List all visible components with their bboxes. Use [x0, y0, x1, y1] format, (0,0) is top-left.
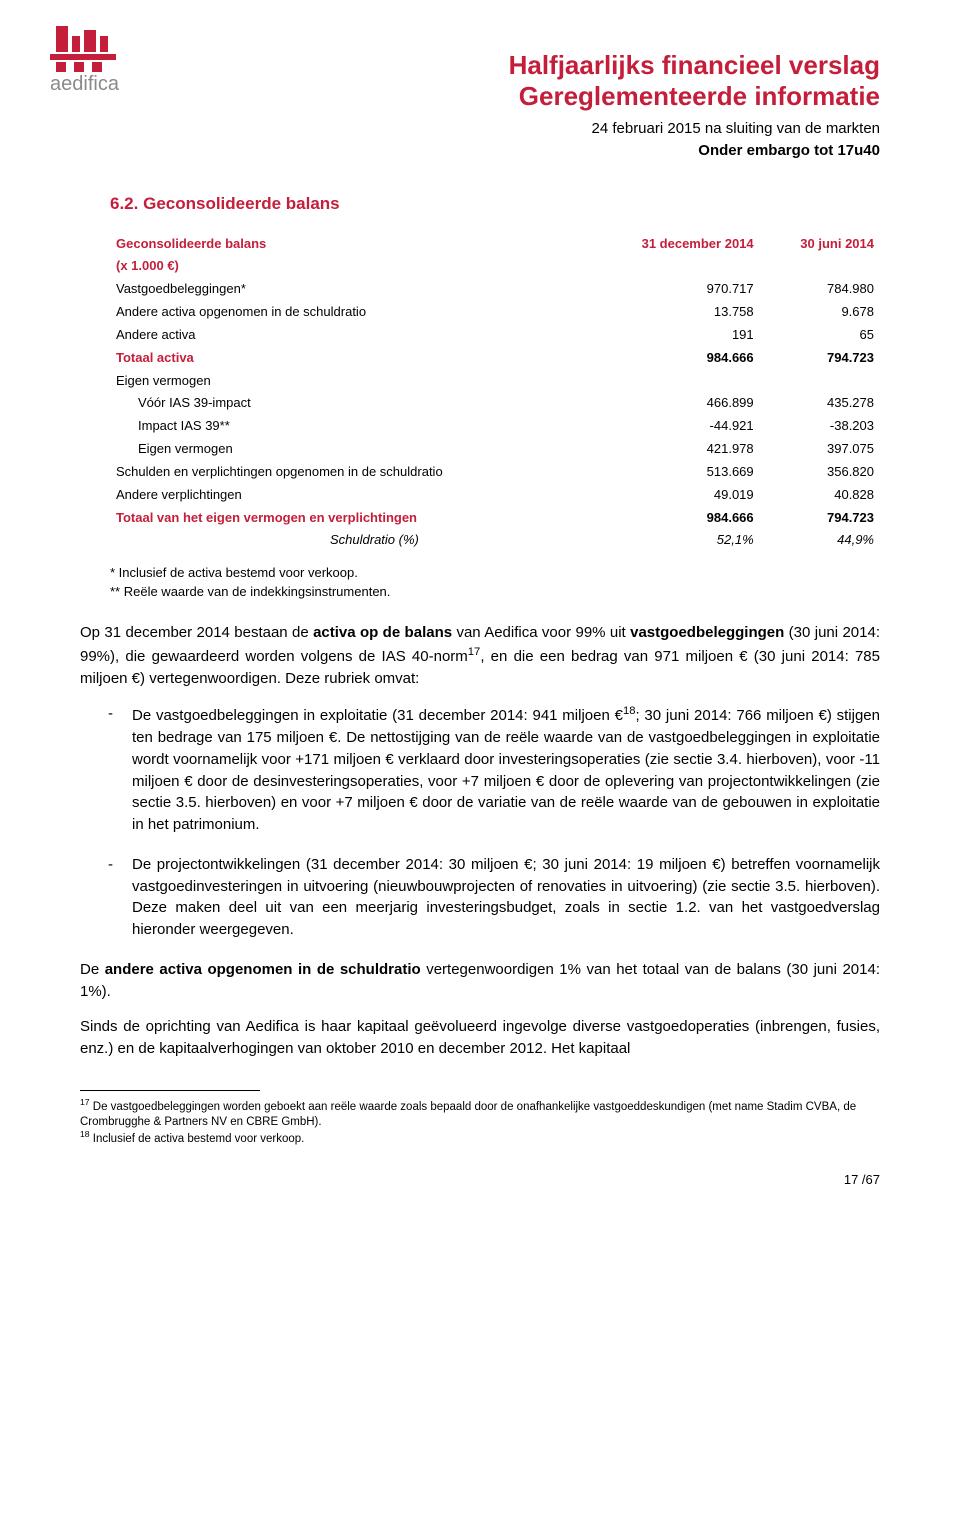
table-row: Schulden en verplichtingen opgenomen in …: [110, 461, 880, 484]
section-title: Geconsolideerde balans: [143, 194, 340, 213]
table-row: Totaal van het eigen vermogen en verplic…: [110, 507, 880, 530]
footnote-17: 17 De vastgoedbeleggingen worden geboekt…: [80, 1097, 880, 1130]
doc-title-1: Halfjaarlijks financieel verslag: [80, 50, 880, 81]
footnote-ref-17: 17: [468, 646, 481, 658]
balance-table: Geconsolideerde balans 31 december 2014 …: [110, 233, 880, 553]
table-row: Schuldratio (%)52,1%44,9%: [110, 529, 880, 552]
footnotes: 17 De vastgoedbeleggingen worden geboekt…: [80, 1097, 880, 1147]
footnote-separator: [80, 1090, 260, 1091]
brand-logo: aedifica: [50, 20, 160, 103]
table-col2: 30 juni 2014: [760, 233, 880, 256]
table-row: Impact IAS 39**-44.921-38.203: [110, 415, 880, 438]
section-heading: 6.2. Geconsolideerde balans: [110, 192, 880, 217]
table-row: Eigen vermogen421.978397.075: [110, 438, 880, 461]
para-3: Sinds de oprichting van Aedifica is haar…: [80, 1016, 880, 1060]
note-2: ** Reële waarde van de indekkingsinstrum…: [110, 583, 880, 602]
doc-date-line: 24 februari 2015 na sluiting van de mark…: [591, 120, 880, 137]
page-number: 17 /67: [80, 1171, 880, 1190]
list-item: De projectontwikkelingen (31 december 20…: [108, 854, 880, 941]
table-header-label: Geconsolideerde balans: [110, 233, 586, 256]
table-notes: * Inclusief de activa bestemd voor verko…: [110, 564, 880, 602]
list-item: De vastgoedbeleggingen in exploitatie (3…: [108, 703, 880, 836]
note-1: * Inclusief de activa bestemd voor verko…: [110, 564, 880, 583]
table-row: Andere activa19165: [110, 324, 880, 347]
document-header: Halfjaarlijks financieel verslag Geregle…: [80, 50, 880, 162]
doc-embargo-line: Onder embargo tot 17u40: [698, 142, 880, 159]
footnote-ref-18: 18: [623, 705, 636, 717]
table-row: Eigen vermogen: [110, 370, 880, 393]
doc-title-2: Gereglementeerde informatie: [80, 81, 880, 112]
brand-name: aedifica: [50, 73, 120, 95]
section-number: 6.2.: [110, 194, 138, 213]
table-row: Totaal activa984.666794.723: [110, 347, 880, 370]
table-header-sub: (x 1.000 €): [110, 255, 586, 278]
para-2: De andere activa opgenomen in de schuldr…: [80, 959, 880, 1003]
bullet-list: De vastgoedbeleggingen in exploitatie (3…: [108, 703, 880, 941]
para-1: Op 31 december 2014 bestaan de activa op…: [80, 622, 880, 689]
table-row: Andere activa opgenomen in de schuldrati…: [110, 301, 880, 324]
table-col1: 31 december 2014: [586, 233, 760, 256]
table-row: Andere verplichtingen49.01940.828: [110, 484, 880, 507]
table-row: Vóór IAS 39-impact466.899435.278: [110, 392, 880, 415]
footnote-18: 18 Inclusief de activa bestemd voor verk…: [80, 1129, 880, 1147]
table-row: Vastgoedbeleggingen*970.717784.980: [110, 278, 880, 301]
